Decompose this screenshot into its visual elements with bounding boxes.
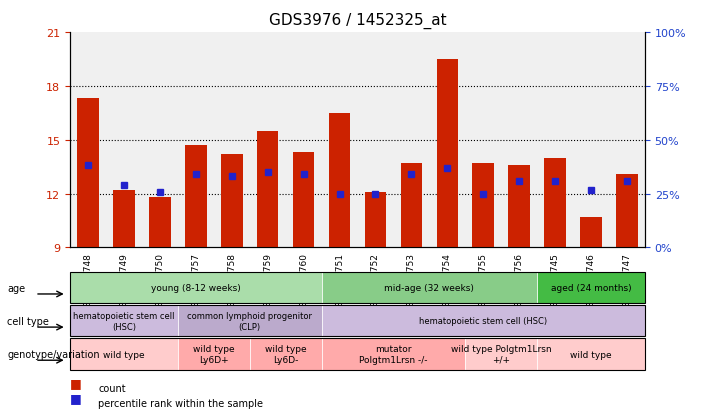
- Text: wild type
Ly6D+: wild type Ly6D+: [193, 344, 235, 364]
- Bar: [437, 60, 458, 248]
- Bar: [114, 190, 135, 248]
- Text: young (8-12 weeks): young (8-12 weeks): [151, 284, 240, 292]
- Text: hematopoietic stem cell (HSC): hematopoietic stem cell (HSC): [419, 317, 547, 325]
- Bar: [544, 158, 566, 248]
- Text: count: count: [98, 383, 125, 393]
- Text: aged (24 months): aged (24 months): [551, 284, 632, 292]
- Text: mutator
Polgtm1Lrsn -/-: mutator Polgtm1Lrsn -/-: [359, 344, 428, 364]
- Bar: [472, 164, 494, 248]
- Bar: [77, 99, 99, 248]
- Title: GDS3976 / 1452325_at: GDS3976 / 1452325_at: [268, 13, 447, 29]
- Text: common lymphoid progenitor
(CLP): common lymphoid progenitor (CLP): [187, 311, 312, 331]
- Text: hematopoietic stem cell
(HSC): hematopoietic stem cell (HSC): [73, 311, 175, 331]
- Text: wild type Polgtm1Lrsn
+/+: wild type Polgtm1Lrsn +/+: [451, 344, 552, 364]
- Text: genotype/variation: genotype/variation: [7, 349, 100, 359]
- Bar: [365, 192, 386, 248]
- Bar: [508, 166, 530, 248]
- Bar: [221, 155, 243, 248]
- Text: wild type: wild type: [570, 350, 612, 358]
- Text: percentile rank within the sample: percentile rank within the sample: [98, 398, 263, 408]
- Text: mid-age (32 weeks): mid-age (32 weeks): [384, 284, 475, 292]
- Bar: [329, 114, 350, 248]
- Bar: [185, 146, 207, 248]
- Bar: [616, 174, 638, 248]
- Bar: [293, 153, 314, 248]
- Text: wild type
Ly6D-: wild type Ly6D-: [265, 344, 306, 364]
- Text: age: age: [7, 283, 25, 293]
- Text: ■: ■: [70, 391, 82, 404]
- Bar: [257, 131, 278, 248]
- Bar: [149, 198, 171, 248]
- Text: ■: ■: [70, 376, 82, 389]
- Bar: [401, 164, 422, 248]
- Text: cell type: cell type: [7, 316, 49, 326]
- Bar: [580, 217, 601, 248]
- Text: wild type: wild type: [103, 350, 145, 358]
